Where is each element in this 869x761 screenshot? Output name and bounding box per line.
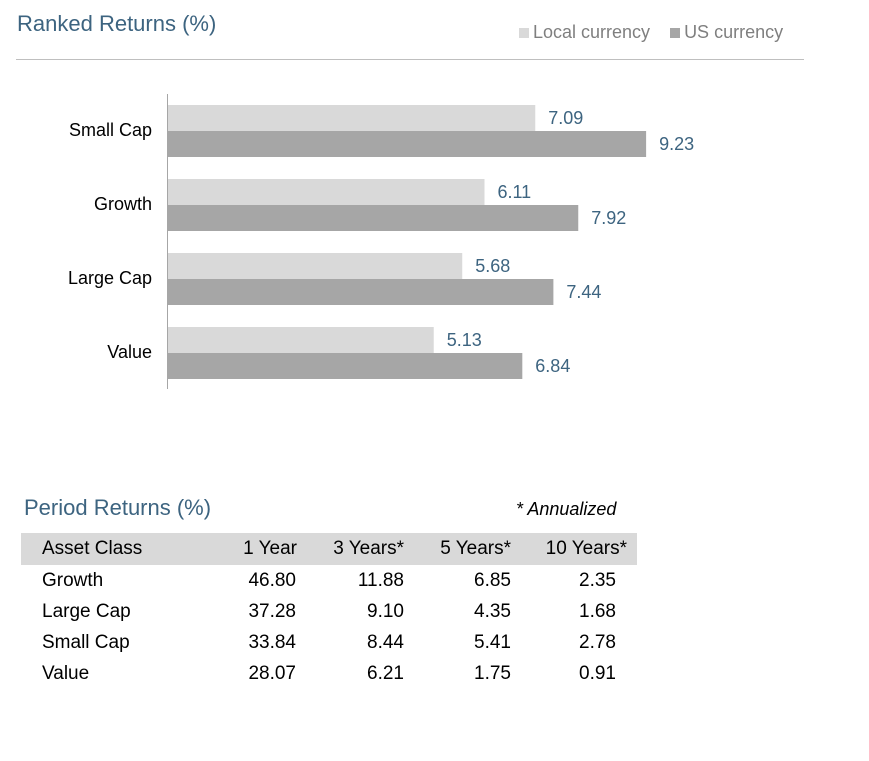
cell-3-years: 8.44 xyxy=(367,631,404,653)
cell-1-year: 33.84 xyxy=(248,631,296,653)
legend-swatch-local xyxy=(519,27,529,38)
table-header-row: Asset Class 1 Year 3 Years* 5 Years* 10 … xyxy=(21,533,637,565)
legend-label-us: US currency xyxy=(684,22,784,42)
table-row: Small Cap 33.84 8.44 5.41 2.78 xyxy=(21,627,637,658)
legend-item-local: Local currency xyxy=(519,22,650,43)
header-3-years: 3 Years* xyxy=(297,533,404,565)
bar-chart: Small Cap 7.09 9.23 Growth 6.11 7.92 Large Cap… xyxy=(68,94,694,389)
cell-1-year: 46.80 xyxy=(248,569,296,591)
data-label: 7.44 xyxy=(566,282,601,302)
header-10-years: 10 Years* xyxy=(511,533,637,565)
legend-item-us: US currency xyxy=(670,22,783,43)
category-label: Small Cap xyxy=(69,120,152,140)
data-label: 9.23 xyxy=(659,134,694,154)
cell-asset-class: Small Cap xyxy=(42,631,130,653)
table-title: Period Returns (%) xyxy=(24,495,212,520)
header-asset-class: Asset Class xyxy=(21,533,206,565)
cell-3-years: 6.21 xyxy=(367,662,404,684)
bar-local-currency xyxy=(168,253,463,279)
cell-5-years: 6.85 xyxy=(474,569,511,591)
bar-local-currency xyxy=(168,105,536,131)
legend-label-local: Local currency xyxy=(533,22,651,42)
chart-title: Ranked Returns (%) xyxy=(17,11,217,36)
data-label: 6.11 xyxy=(497,182,531,202)
title-divider xyxy=(16,59,804,60)
bar-local-currency xyxy=(168,179,485,205)
bar-us-currency xyxy=(168,205,579,231)
table-note: * Annualized xyxy=(516,499,617,519)
period-returns-table: Asset Class 1 Year 3 Years* 5 Years* 10 … xyxy=(21,533,637,689)
cell-5-years: 1.75 xyxy=(474,662,511,684)
chart-legend: Local currency US currency xyxy=(519,22,803,43)
cell-asset-class: Value xyxy=(42,662,90,684)
cell-3-years: 11.88 xyxy=(357,569,404,591)
header-1-year: 1 Year xyxy=(206,533,297,565)
cell-5-years: 4.35 xyxy=(474,600,511,622)
cell-asset-class: Growth xyxy=(42,569,104,591)
cell-10-years: 1.68 xyxy=(579,600,616,622)
header-5-years: 5 Years* xyxy=(404,533,511,565)
bar-us-currency xyxy=(168,131,647,157)
cell-5-years: 5.41 xyxy=(474,631,511,653)
cell-10-years: 2.35 xyxy=(579,569,616,591)
legend-swatch-us xyxy=(670,27,681,38)
cell-10-years: 0.91 xyxy=(579,662,616,684)
cell-1-year: 37.28 xyxy=(248,600,296,622)
bar-us-currency xyxy=(168,279,554,305)
bar-local-currency xyxy=(168,327,434,353)
data-label: 5.13 xyxy=(447,330,482,350)
category-label: Growth xyxy=(94,194,152,214)
category-label: Large Cap xyxy=(68,268,152,288)
bar-us-currency xyxy=(168,353,523,379)
data-label: 5.68 xyxy=(475,256,510,276)
data-label: 7.09 xyxy=(548,108,583,128)
cell-3-years: 9.10 xyxy=(367,600,404,622)
data-label: 6.84 xyxy=(535,356,570,376)
data-label: 7.92 xyxy=(591,208,626,228)
table-row: Value 28.07 6.21 1.75 0.91 xyxy=(21,658,637,689)
table-row: Growth 46.80 11.88 6.85 2.35 xyxy=(21,565,637,596)
cell-10-years: 2.78 xyxy=(579,631,616,653)
cell-1-year: 28.07 xyxy=(248,662,296,684)
cell-asset-class: Large Cap xyxy=(42,600,131,622)
category-label: Value xyxy=(107,342,152,362)
table-row: Large Cap 37.28 9.10 4.35 1.68 xyxy=(21,596,637,627)
